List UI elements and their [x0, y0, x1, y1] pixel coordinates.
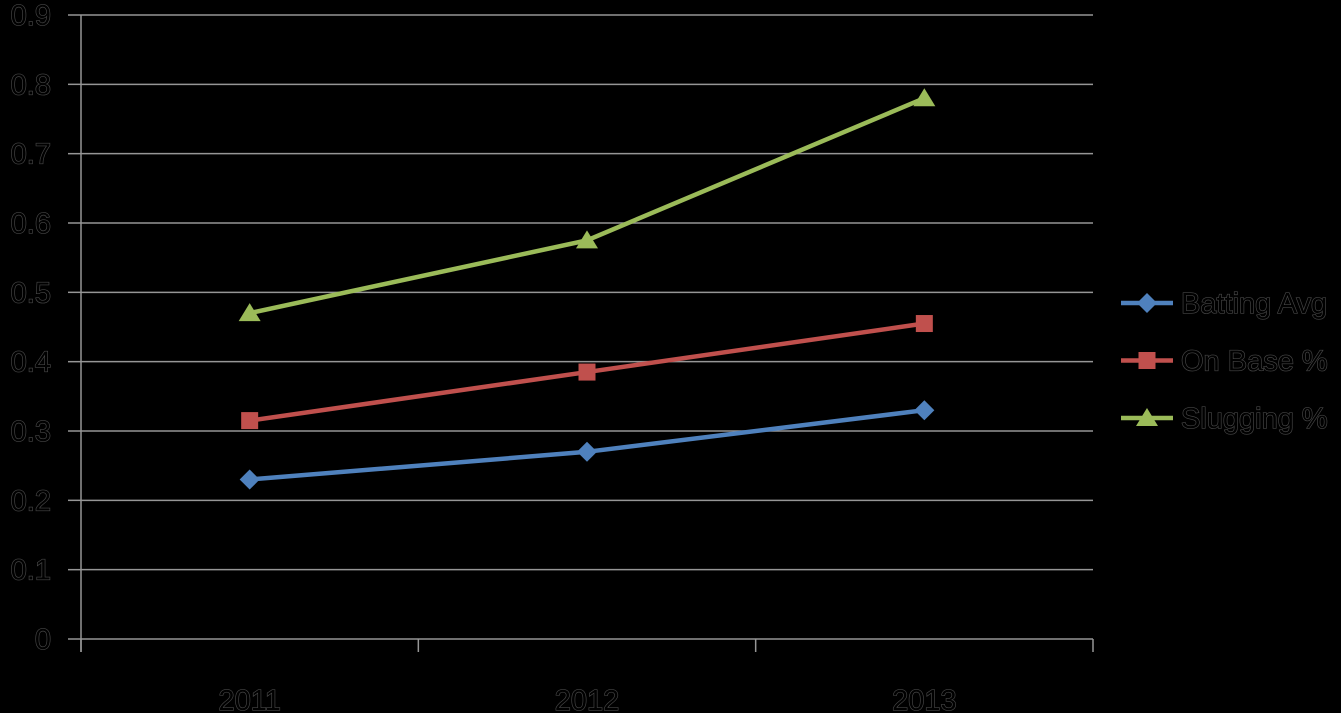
data-point-batting-avg-2011 — [239, 469, 260, 490]
y-tick-label: 0.7 — [11, 139, 51, 171]
x-axis-label: 2012 — [555, 685, 620, 713]
y-tick-label: 0.3 — [11, 416, 51, 448]
legend-square-icon — [1138, 352, 1156, 369]
x-axis-label: 2011 — [218, 685, 280, 713]
y-tick-label: 0.8 — [11, 69, 51, 101]
data-point-slugging-2012 — [576, 230, 598, 249]
y-tick-label: 0.4 — [11, 347, 51, 379]
data-point-slugging-2013 — [913, 88, 936, 107]
data-point-on-base-2013 — [915, 315, 933, 333]
x-axis-label: 2013 — [892, 685, 957, 713]
y-tick-label: 0 — [35, 624, 51, 656]
data-point-batting-avg-2012 — [577, 441, 597, 462]
data-point-slugging-2011 — [238, 303, 261, 322]
y-tick-label: 0.1 — [11, 555, 51, 587]
data-point-batting-avg-2013 — [914, 400, 935, 421]
y-tick-label: 0.5 — [11, 277, 51, 309]
legend-label-batting-avg: Batting Avg — [1181, 288, 1327, 320]
y-tick-label: 0.9 — [11, 0, 51, 32]
y-tick-label: 0.2 — [11, 485, 51, 517]
y-tick-label: 0.6 — [11, 208, 51, 240]
legend-diamond-icon — [1137, 293, 1157, 313]
legend-label-on-base: On Base % — [1181, 346, 1328, 378]
series-line-slugging — [249, 96, 926, 316]
data-point-on-base-2012 — [578, 363, 596, 381]
data-point-on-base-2011 — [241, 412, 259, 430]
legend-triangle-icon — [1136, 408, 1158, 426]
legend-label-slugging: Slugging % — [1181, 403, 1328, 435]
